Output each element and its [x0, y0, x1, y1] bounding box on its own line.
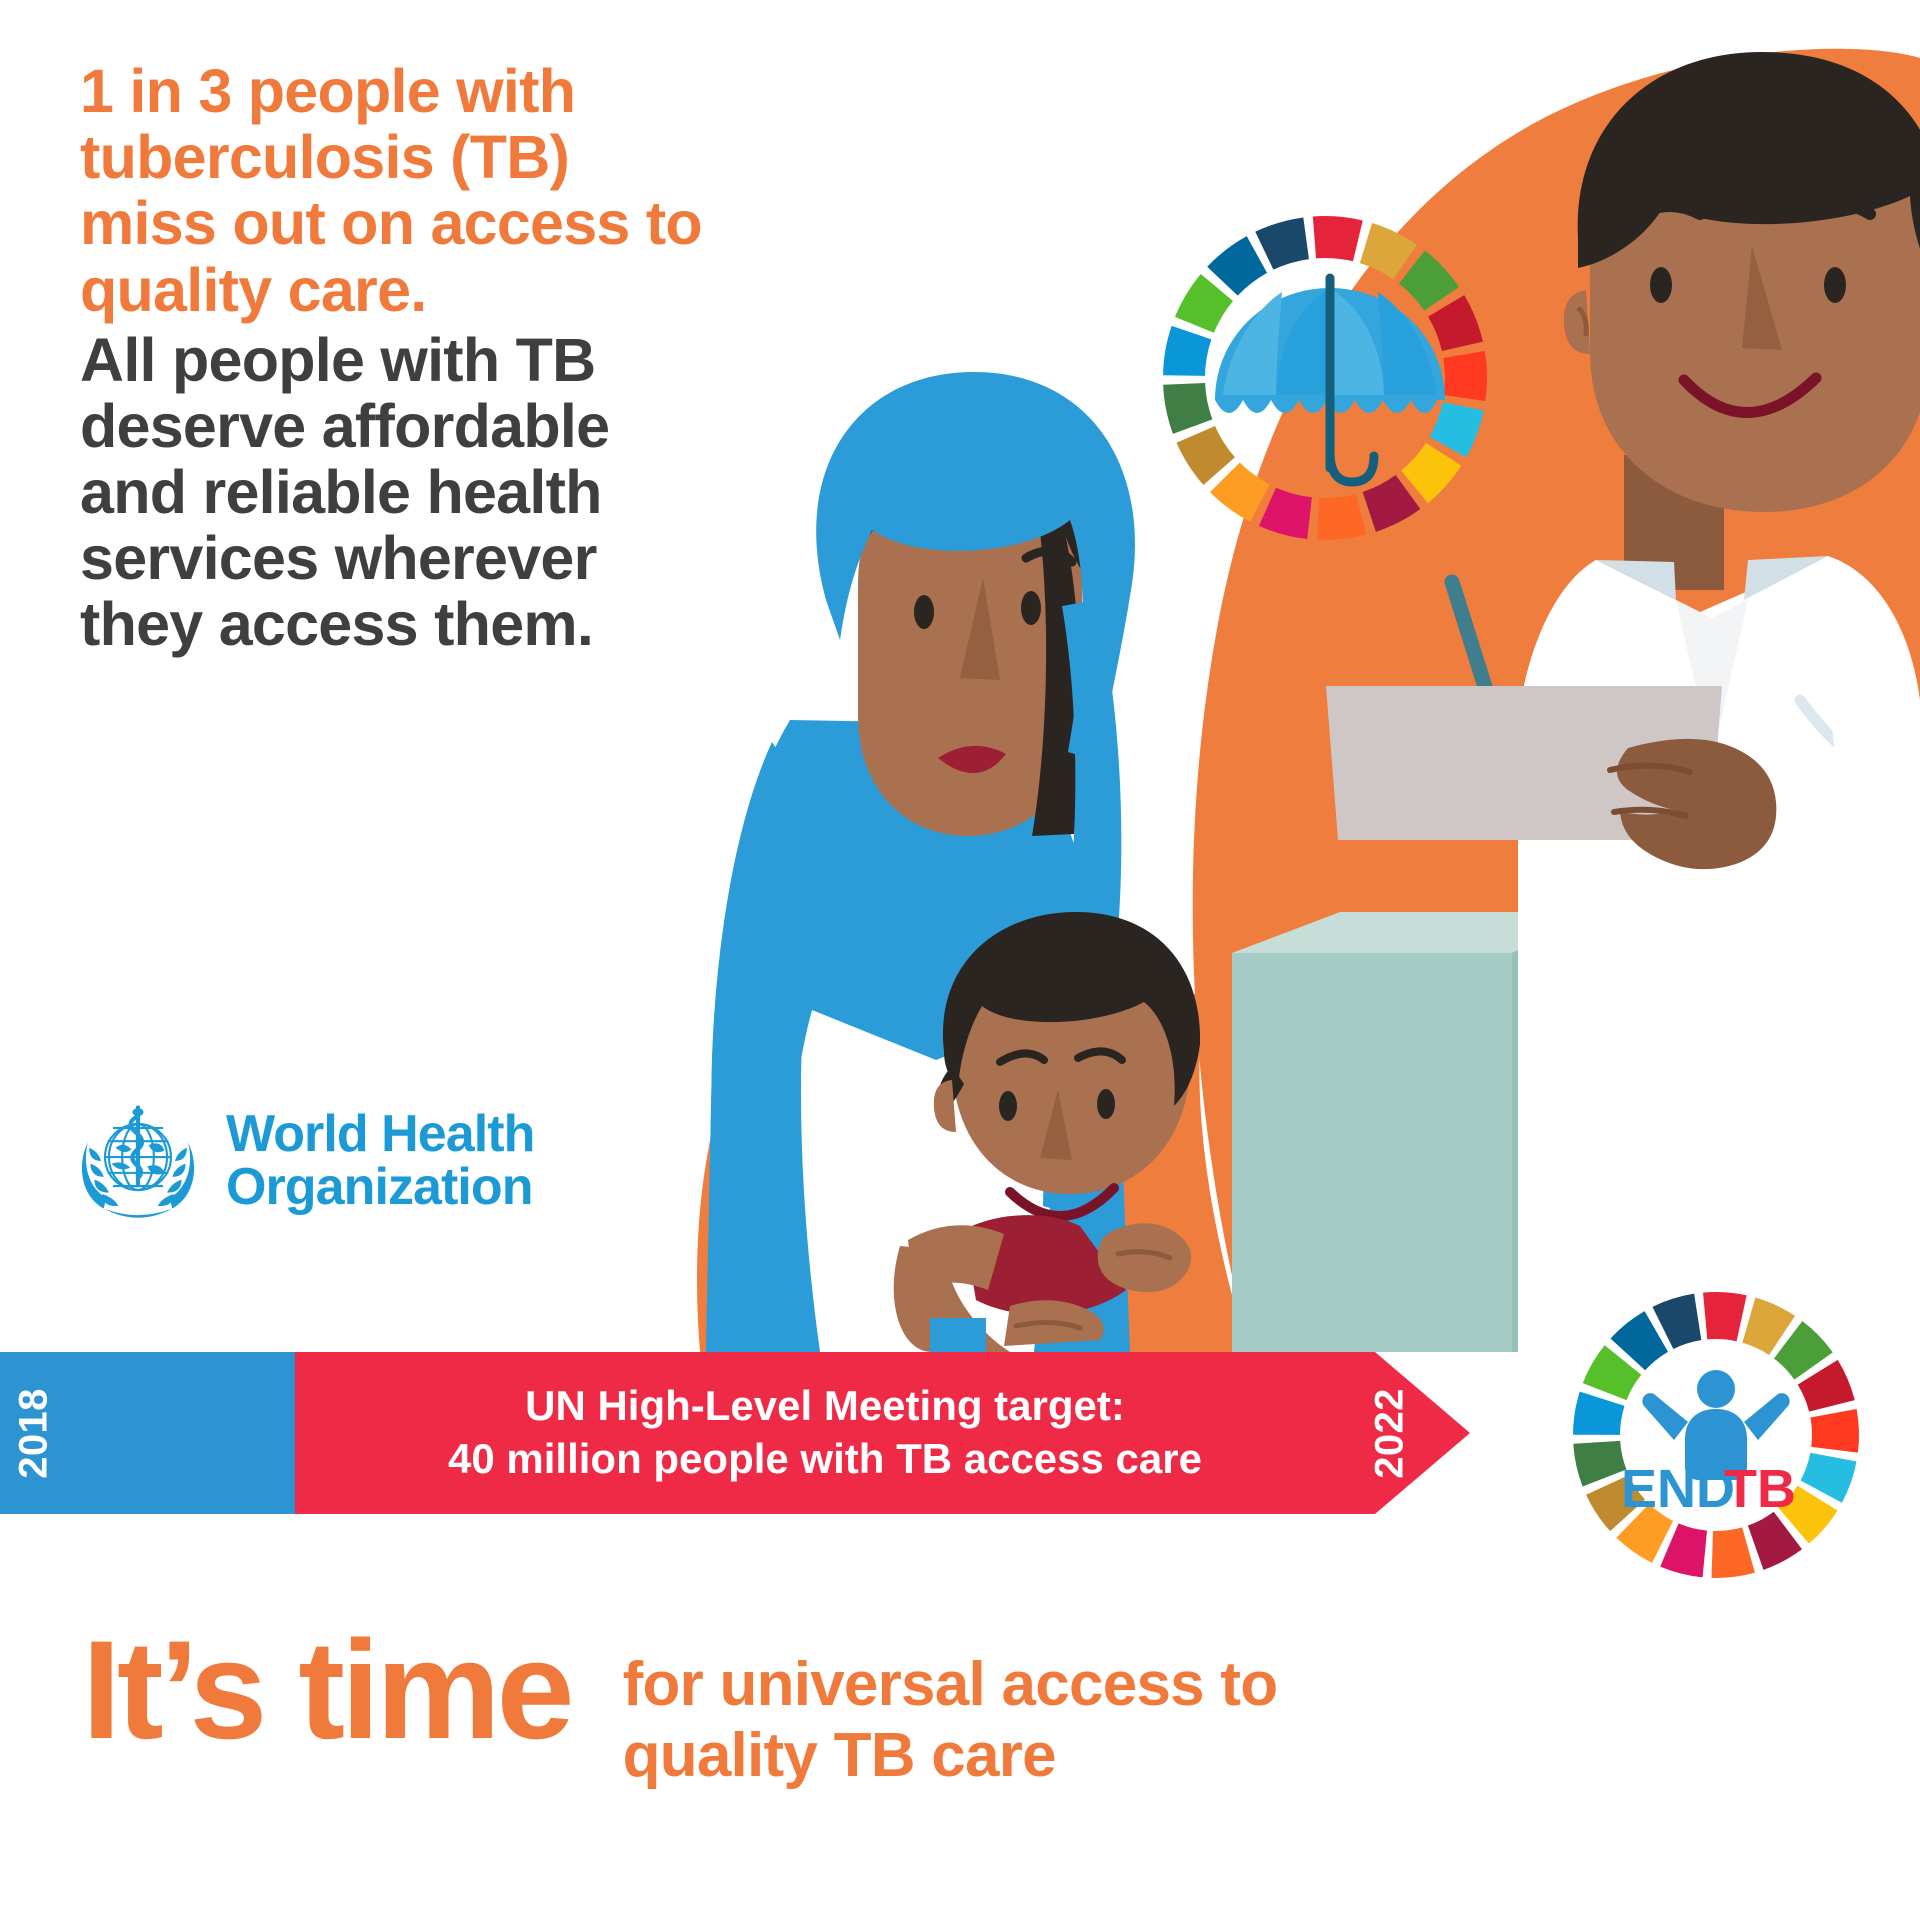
banner-arrow-shape [295, 1352, 1470, 1514]
banner-target-block: UN High-Level Meeting target: 40 million… [295, 1352, 1470, 1514]
health-worker-with-clipboard [1326, 52, 1920, 1352]
tagline-block: It’s time for universal access to qualit… [82, 1620, 1842, 1791]
uhc-umbrella-icon [1215, 273, 1445, 487]
banner-end-year: 2022 [1367, 1388, 1412, 1479]
endtb-word-tb: TB [1724, 1459, 1796, 1519]
headline-body: All people with TB deserve affordable an… [80, 325, 610, 659]
endtb-word-end: END [1621, 1459, 1735, 1519]
headline-block: 1 in 3 people with tuberculosis (TB) mis… [80, 58, 720, 658]
headline-lead: 1 in 3 people with tuberculosis (TB) mis… [80, 57, 703, 324]
who-logo-text: World Health Organization [226, 1104, 535, 1216]
mother-in-blue-headscarf [706, 372, 1136, 1352]
end-tb-badge: END TB [1573, 1292, 1859, 1578]
person-arms-raised-icon [1642, 1370, 1790, 1480]
banner-message: UN High-Level Meeting target: 40 million… [448, 1382, 1202, 1482]
sdg-color-wheel-top [1163, 216, 1487, 540]
who-emblem-icon [81, 1105, 195, 1218]
child-in-red-top [893, 912, 1201, 1352]
tagline-secondary: for universal access to quality TB care [622, 1650, 1279, 1790]
tagline-primary: It’s time [82, 1611, 574, 1768]
timeline-banner: 2018 UN High-Level Meeting target: 40 mi… [0, 1352, 1470, 1514]
banner-start-year: 2018 [11, 1388, 56, 1479]
banner-start-block: 2018 [0, 1352, 295, 1514]
who-logo: World Health Organization [72, 1095, 535, 1227]
